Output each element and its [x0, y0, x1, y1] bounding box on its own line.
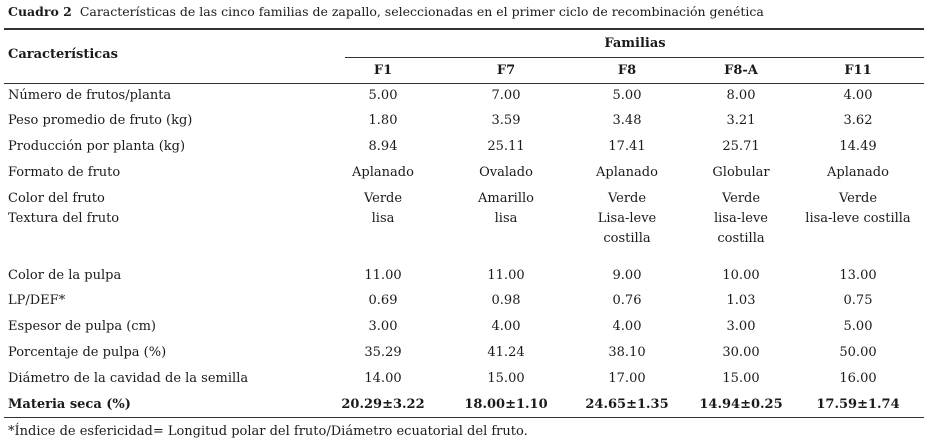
cell: 11.00: [364, 268, 402, 283]
cell: 5.00: [612, 88, 642, 103]
cell: 7.00: [491, 88, 521, 103]
cell: 50.00: [839, 345, 877, 360]
cell: 4.00: [843, 88, 873, 103]
cell: 0.98: [491, 293, 521, 308]
caption-label: Cuadro 2: [8, 4, 72, 19]
cell: 9.00: [612, 268, 642, 283]
cell: Aplanado: [352, 165, 414, 180]
cell: 0.75: [843, 293, 873, 308]
cell: 4.00: [612, 319, 642, 334]
column-header: F1: [373, 63, 393, 78]
cell: 25.11: [487, 139, 525, 154]
column-header: F8: [617, 63, 637, 78]
footnote: *Índice de esfericidad= Longitud polar d…: [8, 424, 528, 439]
cell: Ovalado: [479, 165, 533, 180]
cell: 17.00: [608, 371, 646, 386]
cell: 3.00: [368, 319, 398, 334]
row-label: Número de frutos/planta: [8, 88, 172, 103]
cell: Amarillo: [478, 191, 534, 206]
row-label: Formato de fruto: [8, 165, 121, 180]
column-header: F7: [496, 63, 516, 78]
cell: lisa: [371, 211, 395, 226]
row-header: Características: [8, 47, 118, 62]
cell: 1.80: [368, 113, 398, 128]
cell: 25.71: [722, 139, 760, 154]
cell: lisa-leve costilla: [805, 211, 911, 226]
bottom-rule: [4, 417, 924, 418]
row-label: Color del fruto: [8, 191, 105, 206]
cell: 3.62: [843, 113, 873, 128]
cell: 1.03: [726, 293, 756, 308]
cell: Verde: [838, 191, 878, 206]
cell: 38.10: [608, 345, 646, 360]
row-label: Espesor de pulpa (cm): [8, 319, 156, 334]
row-label: LP/DEF*: [8, 293, 66, 308]
cell: 35.29: [364, 345, 402, 360]
cell: 17.41: [608, 139, 646, 154]
row-label: Textura del fruto: [8, 211, 120, 226]
group-rule: [345, 57, 924, 58]
cell: Verde: [721, 191, 761, 206]
cell: lisa-leve costilla: [713, 211, 769, 246]
cell: 18.00±1.10: [464, 397, 548, 412]
cell: lisa: [494, 211, 518, 226]
cell: 15.00: [722, 371, 760, 386]
cell: Aplanado: [827, 165, 889, 180]
header-rule: [4, 83, 924, 84]
cell: 24.65±1.35: [585, 397, 669, 412]
cell: 3.21: [726, 113, 756, 128]
cell: 17.59±1.74: [816, 397, 900, 412]
row-label: Diámetro de la cavidad de la semilla: [8, 371, 249, 386]
cell: 0.69: [368, 293, 398, 308]
cell: 3.48: [612, 113, 642, 128]
cell: Lisa-leve costilla: [597, 211, 657, 246]
cell: 14.94±0.25: [699, 397, 783, 412]
row-label: Producción por planta (kg): [8, 139, 186, 154]
cell: 8.00: [726, 88, 756, 103]
caption: Cuadro 2 Características de las cinco fa…: [8, 4, 764, 20]
cell: 30.00: [722, 345, 760, 360]
cell: 13.00: [839, 268, 877, 283]
cell: 41.24: [487, 345, 525, 360]
column-header: F8-A: [724, 63, 758, 78]
cell: 3.59: [491, 113, 521, 128]
cell: 11.00: [487, 268, 525, 283]
row-label: Materia seca (%): [8, 397, 131, 412]
cell: 15.00: [487, 371, 525, 386]
cell: 4.00: [491, 319, 521, 334]
cell: 8.94: [368, 139, 398, 154]
cell: Aplanado: [596, 165, 658, 180]
top-rule: [4, 28, 924, 30]
cell: 20.29±3.22: [341, 397, 425, 412]
group-header: Familias: [604, 36, 666, 51]
caption-text: Características de las cinco familias de…: [79, 4, 764, 19]
cell: Verde: [607, 191, 647, 206]
cell: 16.00: [839, 371, 877, 386]
column-header: F11: [844, 63, 872, 78]
row-label: Color de la pulpa: [8, 268, 122, 283]
cell: 5.00: [368, 88, 398, 103]
row-label: Peso promedio de fruto (kg): [8, 113, 193, 128]
row-label: Porcentaje de pulpa (%): [8, 345, 167, 360]
cell: 14.00: [364, 371, 402, 386]
cell: 14.49: [839, 139, 877, 154]
cell: Verde: [363, 191, 403, 206]
cell: 5.00: [843, 319, 873, 334]
cell: 3.00: [726, 319, 756, 334]
cell: 0.76: [612, 293, 642, 308]
cell: Globular: [712, 165, 770, 180]
cell: 10.00: [722, 268, 760, 283]
